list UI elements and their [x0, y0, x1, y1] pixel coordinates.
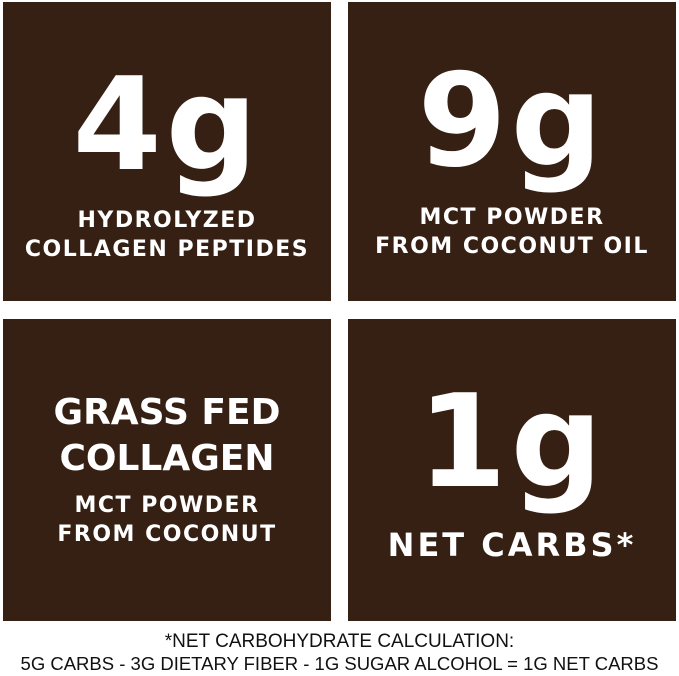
tile-label-line: MCT POWDER [419, 205, 605, 230]
tile-label-line: HYDROLYZED [77, 208, 257, 233]
tile-value: 1g [417, 368, 607, 517]
collagen-peptides-tile: 4g HYDROLYZED COLLAGEN PEPTIDES [3, 2, 331, 301]
mct-powder-tile: 9g MCT POWDER FROM COCONUT OIL [348, 2, 676, 301]
tile-value: 9g [417, 47, 607, 196]
tile-label-line: FROM COCONUT OIL [375, 234, 649, 259]
footnote-title: *NET CARBOHYDRATE CALCULATION: [164, 631, 515, 652]
footnote-calculation: 5G CARBS - 3G DIETARY FIBER - 1G SUGAR A… [20, 653, 659, 674]
tile-headline-line: COLLAGEN [59, 438, 275, 479]
grass-fed-collagen-tile: GRASS FED COLLAGEN MCT POWDER FROM COCON… [3, 319, 331, 621]
tile-label-line: COLLAGEN PEPTIDES [24, 237, 310, 262]
tile-label-line: NET CARBS* [387, 526, 637, 564]
tile-headline-line: GRASS FED [53, 392, 281, 433]
net-carbs-tile: 1g NET CARBS* [348, 319, 676, 621]
tile-label-line: MCT POWDER [74, 493, 260, 518]
tile-label-line: FROM COCONUT [57, 522, 277, 547]
tile-value: 4g [72, 51, 262, 200]
